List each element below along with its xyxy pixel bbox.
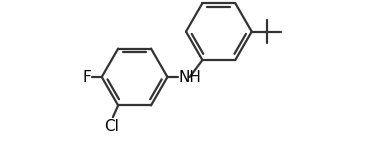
Text: NH: NH xyxy=(179,69,201,85)
Text: Cl: Cl xyxy=(105,119,119,134)
Text: F: F xyxy=(82,69,91,85)
